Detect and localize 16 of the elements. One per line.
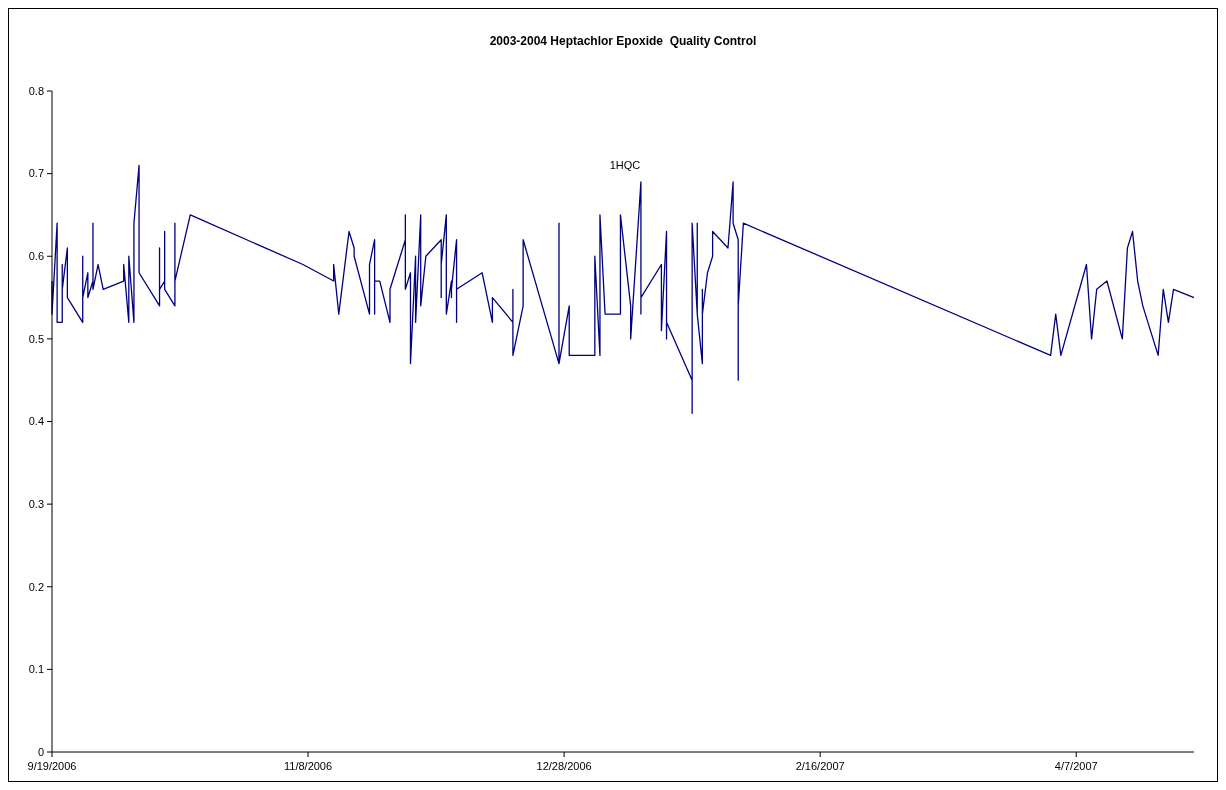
y-tick-label: 0.4 [28, 415, 44, 428]
y-tick-label: 0.8 [28, 84, 44, 97]
y-tick-label: 0.2 [28, 580, 44, 593]
y-tick-label: 0.6 [28, 250, 44, 263]
y-tick-label: 0.5 [28, 332, 44, 345]
y-tick-label: 0.7 [28, 167, 44, 180]
y-tick-label: 0.3 [28, 497, 44, 510]
x-tick-label: 2/16/2007 [795, 760, 845, 772]
x-tick-label: 4/7/2007 [1054, 760, 1098, 772]
x-tick-label: 11/8/2006 [283, 760, 333, 772]
x-tick-label: 12/28/2006 [536, 760, 592, 772]
y-tick-label: 0.1 [28, 663, 44, 676]
x-tick-label: 9/19/2006 [27, 760, 77, 772]
y-tick-label: 0 [37, 745, 44, 758]
chart-title: 2003-2004 Heptachlor Epoxide Quality Control [489, 34, 757, 48]
annotation: 1HQC [609, 159, 641, 171]
